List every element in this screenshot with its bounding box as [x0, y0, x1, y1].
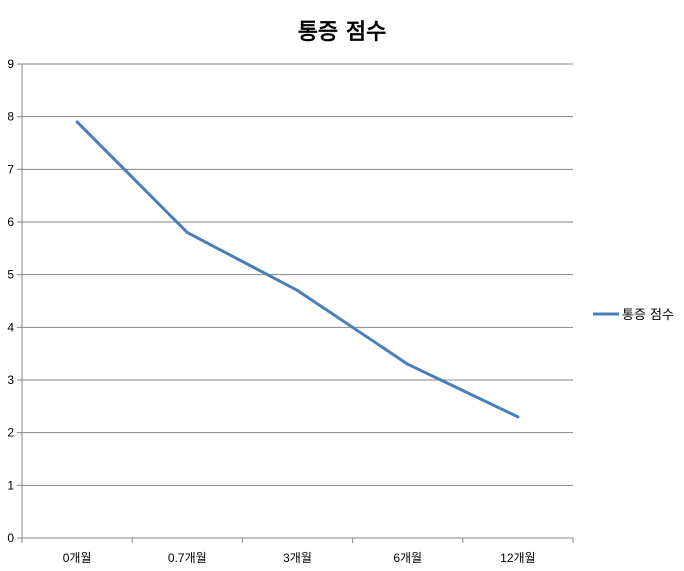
axes — [17, 63, 574, 543]
legend: 통증 점수 — [593, 308, 674, 323]
series-lines — [75, 120, 520, 419]
y-tick-label: 5 — [7, 268, 14, 282]
data-point — [185, 231, 189, 235]
x-tick-label: 3개월 — [283, 551, 312, 565]
y-tick-labels: 0 1 2 3 4 5 6 7 8 9 — [7, 57, 14, 545]
y-tick-label: 4 — [7, 320, 14, 334]
gridlines — [22, 63, 573, 486]
y-tick-label: 0 — [7, 531, 14, 545]
y-tick-label: 1 — [7, 478, 14, 492]
x-tick-label: 12개월 — [500, 551, 535, 565]
y-tick-label: 7 — [7, 162, 14, 176]
y-tick-label: 3 — [7, 373, 14, 387]
legend-label: 통증 점수 — [622, 308, 674, 323]
y-tick-label: 8 — [7, 110, 14, 124]
data-point — [406, 362, 410, 366]
y-tick-label: 2 — [7, 426, 14, 440]
y-tick-label: 6 — [7, 215, 14, 229]
data-point — [296, 288, 299, 292]
x-tick-label: 0.7개월 — [168, 551, 207, 565]
data-point — [516, 415, 520, 419]
x-tick-label: 0개월 — [63, 551, 92, 565]
x-tick-labels: 0개월 0.7개월 3개월 6개월 12개월 — [63, 551, 536, 565]
y-tick-label: 9 — [7, 57, 14, 71]
series-line-0 — [76, 120, 519, 419]
data-point — [75, 120, 79, 124]
x-tick-label: 6개월 — [393, 551, 422, 565]
chart-title: 통증 점수 — [297, 20, 387, 45]
